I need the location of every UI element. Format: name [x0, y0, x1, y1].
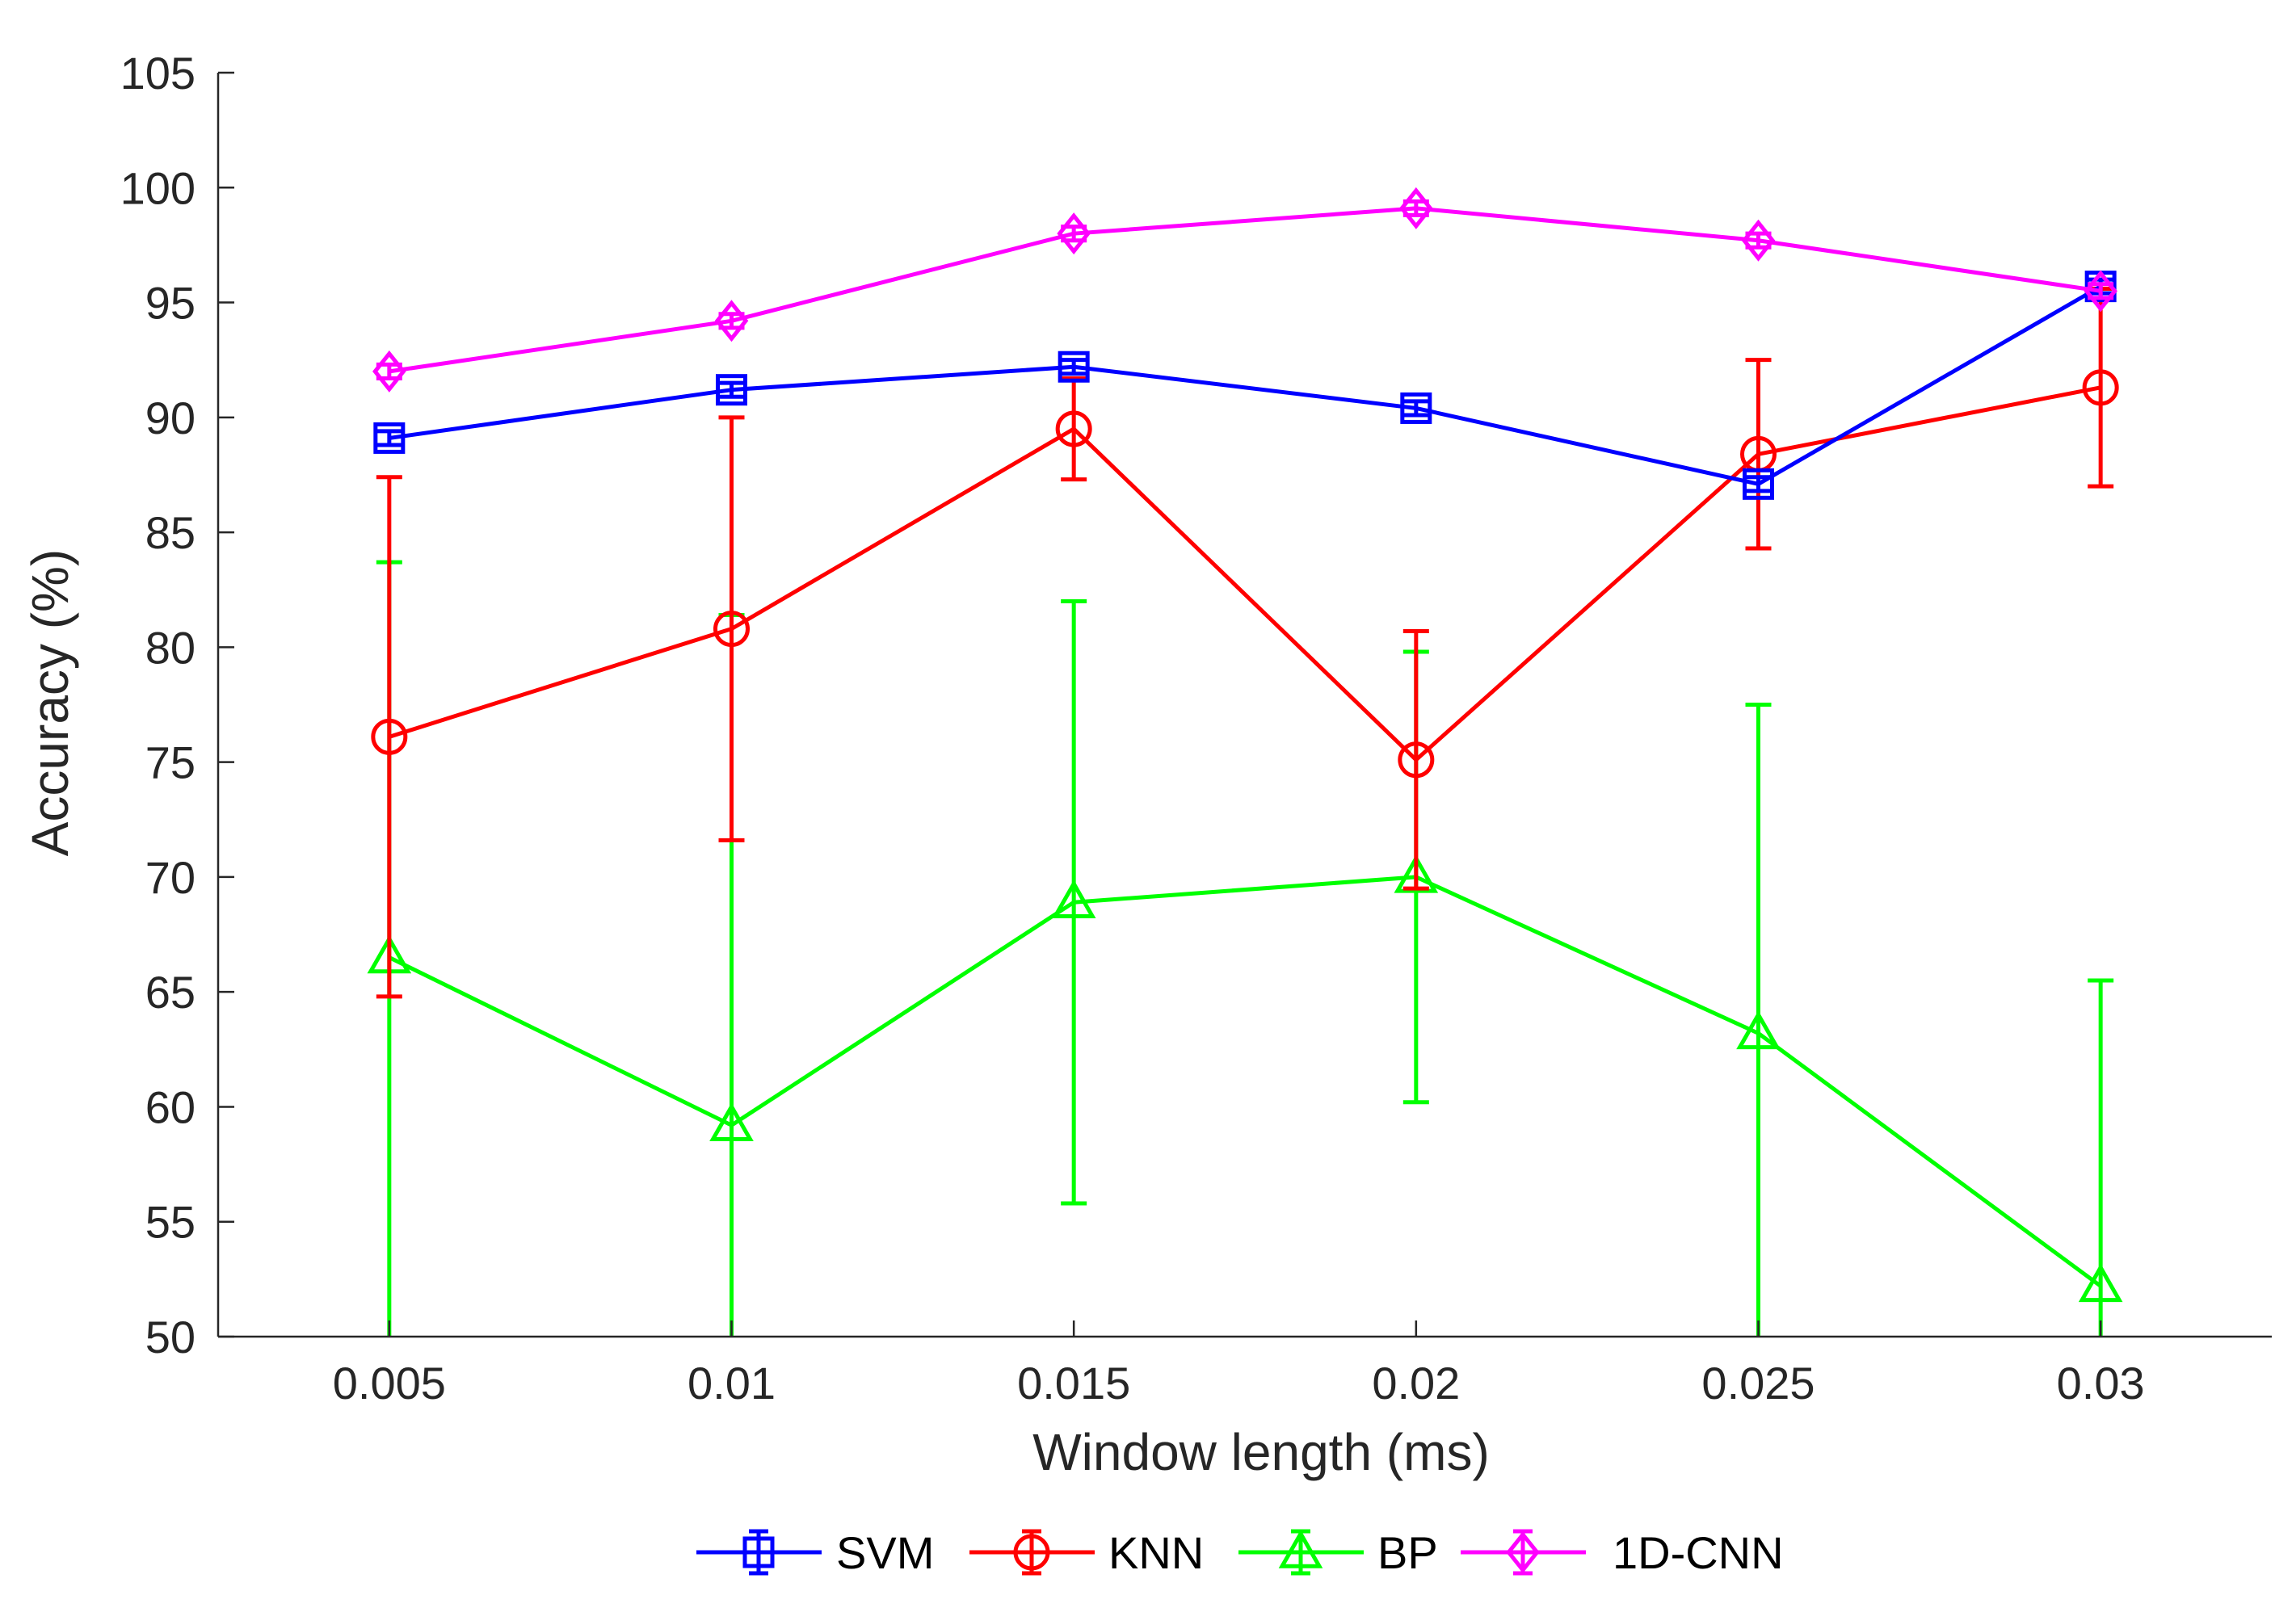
legend-marker	[1278, 1529, 1323, 1568]
data-point	[371, 718, 408, 755]
series-line	[389, 284, 2102, 486]
y-tick-label: 50	[145, 1312, 196, 1362]
legend-item-knn: KNN	[969, 1527, 1204, 1578]
data-point	[1743, 468, 1774, 500]
data-point	[1398, 741, 1435, 779]
series-line	[389, 385, 2101, 762]
legend-item-1d-cnn: 1D-CNN	[1461, 1527, 1784, 1578]
data-point	[2082, 369, 2119, 406]
y-tick-label: 100	[120, 162, 196, 213]
data-point	[714, 300, 749, 342]
data-point	[1399, 187, 1433, 229]
x-axis-title: Window length (ms)	[1032, 1423, 1490, 1481]
series-line	[389, 206, 2101, 374]
x-tick-label: 0.005	[333, 1358, 446, 1409]
y-tick-label: 60	[145, 1081, 196, 1132]
x-tick-label: 0.025	[1701, 1358, 1815, 1409]
series-svm	[373, 271, 2117, 500]
data-point	[1051, 880, 1096, 918]
x-tick-label: 0.02	[1372, 1358, 1460, 1409]
legend-marker	[1013, 1534, 1050, 1571]
data-point	[709, 1102, 754, 1141]
y-tick-label: 95	[145, 278, 196, 329]
data-point	[1736, 1010, 1781, 1050]
series-line	[388, 875, 2102, 1288]
data-point	[1057, 212, 1091, 255]
data-point	[373, 422, 406, 454]
legend-item-bp: BP	[1238, 1527, 1438, 1578]
legend-label: SVM	[836, 1527, 934, 1578]
y-tick-label: 85	[145, 507, 196, 558]
y-tick-label: 90	[145, 393, 196, 443]
series-1d-cnn	[372, 187, 2117, 393]
data-point	[1058, 351, 1090, 383]
legend-marker	[742, 1536, 775, 1568]
data-point	[1394, 854, 1439, 893]
data-point	[1055, 410, 1092, 447]
x-tick-label: 0.015	[1017, 1358, 1130, 1409]
legend: SVM KNN BP 1D-CNN	[696, 1527, 1784, 1578]
y-tick-label: 75	[145, 737, 196, 788]
data-point	[2078, 1263, 2123, 1303]
y-axis-title: Accuracy (%)	[21, 549, 79, 857]
legend-marker	[1506, 1530, 1540, 1574]
data-point	[713, 611, 750, 648]
legend-label: KNN	[1108, 1527, 1204, 1578]
legend-label: BP	[1377, 1527, 1438, 1578]
axes: 50 55 60 65 70 75 80 85 90 95 100 105 0.005 0.01 0.015…	[120, 48, 2272, 1409]
x-tick-label: 0.03	[2057, 1358, 2145, 1409]
x-tick-label: 0.01	[688, 1358, 776, 1409]
data-point	[1741, 219, 1776, 262]
data-point	[372, 350, 406, 393]
series-bp	[367, 560, 2123, 1337]
y-tick-label: 65	[145, 967, 196, 1018]
y-tick-label: 80	[145, 622, 196, 673]
legend-item-svm: SVM	[696, 1527, 934, 1578]
plot-area	[367, 187, 2123, 1337]
y-tick-label: 70	[145, 852, 196, 903]
y-tick-label: 105	[120, 48, 196, 99]
data-point	[716, 374, 747, 406]
data-point	[1400, 392, 1432, 424]
y-tick-label: 55	[145, 1197, 196, 1248]
legend-label: 1D-CNN	[1613, 1527, 1784, 1578]
data-point	[2084, 270, 2117, 313]
